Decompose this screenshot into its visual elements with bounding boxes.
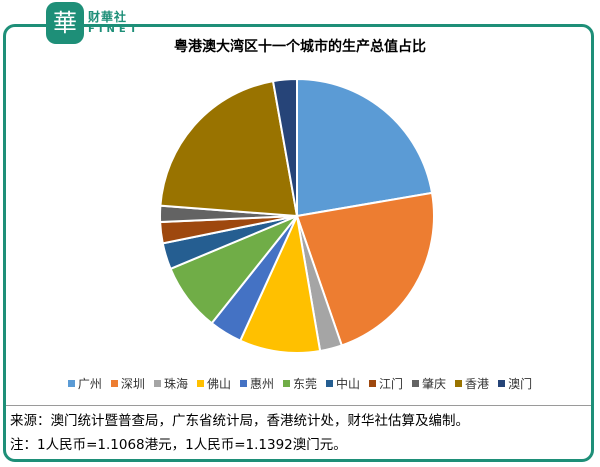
legend-swatch xyxy=(196,380,204,387)
legend-item: 东莞 xyxy=(282,375,317,392)
chart-title: 粤港澳大湾区十一个城市的生产总值占比 xyxy=(174,39,426,55)
legend-swatch xyxy=(455,380,463,387)
pie-slice-3 xyxy=(238,212,322,354)
legend-label: 广州 xyxy=(77,377,102,391)
legend-swatch xyxy=(153,380,161,387)
legend-swatch xyxy=(369,380,377,387)
legend-swatch xyxy=(239,380,247,387)
legend-item: 广州 xyxy=(67,375,102,392)
legend-label: 东莞 xyxy=(292,377,317,391)
legend-item: 江门 xyxy=(369,375,403,392)
legend-swatch xyxy=(110,380,118,387)
legend-swatch xyxy=(282,380,290,387)
legend-label: 惠州 xyxy=(249,377,274,391)
legend-label: 江门 xyxy=(379,377,404,391)
legend-label: 珠海 xyxy=(163,377,188,391)
pie-slice-9 xyxy=(159,79,299,218)
legend-item: 中山 xyxy=(326,375,360,392)
legend-item: 惠州 xyxy=(239,375,274,392)
legend-label: 深圳 xyxy=(120,377,145,391)
legend-item: 佛山 xyxy=(196,375,231,392)
legend-item: 香港 xyxy=(455,375,489,392)
legend-item: 深圳 xyxy=(110,375,145,392)
chart-legend: 广州 深圳 珠海 佛山 惠州 东莞 中山 江门 肇庆 香港 澳门 xyxy=(12,375,588,392)
pie-slice-1 xyxy=(295,191,435,347)
legend-label: 香港 xyxy=(465,377,490,391)
legend-swatch xyxy=(498,380,506,387)
legend-item: 澳门 xyxy=(498,375,532,392)
legend-label: 中山 xyxy=(336,377,361,391)
logo-badge: 華 xyxy=(46,2,84,44)
source-note: 来源：澳门统计暨普查局，广东省统计局，香港统计处，财华社估算及编制。 xyxy=(10,413,469,429)
pie-slice-0 xyxy=(296,77,434,218)
notes-divider xyxy=(6,405,591,406)
legend-item: 肇庆 xyxy=(412,375,446,392)
pie-slice-10 xyxy=(271,77,298,217)
legend-label: 佛山 xyxy=(206,377,231,391)
logo-english-name: FINET xyxy=(88,24,141,35)
legend-swatch xyxy=(412,380,420,387)
legend-swatch xyxy=(67,380,75,387)
legend-label: 肇庆 xyxy=(422,377,447,391)
exchange-rate-note: 注：1人民币=1.1068港元，1人民币=1.1392澳门元。 xyxy=(10,437,347,453)
logo-chinese-name: 财華社 xyxy=(88,10,128,24)
legend-item: 珠海 xyxy=(153,375,188,392)
legend-swatch xyxy=(326,380,333,387)
brand-logo: 華 财華社 FINET xyxy=(46,2,166,44)
legend-label: 澳门 xyxy=(508,377,533,391)
